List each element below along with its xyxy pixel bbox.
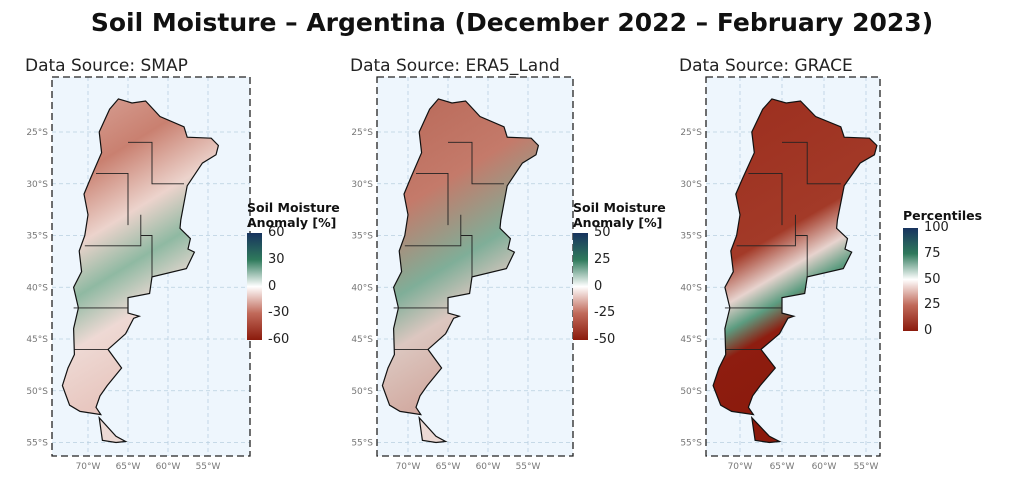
legend-title: Anomaly [%] [247, 215, 337, 230]
lat-tick-label: 50°S [26, 387, 48, 397]
colorbar-label: 75 [924, 245, 941, 261]
legend-title: Percentiles [903, 208, 983, 223]
province-border [795, 235, 808, 277]
map-panel-grace: 70°W 65°W 60°W 55°W 25°S 30°S 35°S 40°S 45°S 50°S… [680, 76, 881, 472]
lat-tick-label: 40°S [680, 283, 702, 293]
legend-title: Soil Moisture [247, 200, 340, 215]
panel-title-smap: Data Source: SMAP [25, 56, 188, 76]
lat-tick-label: 30°S [680, 180, 702, 190]
colorbar-label: -60 [268, 332, 290, 347]
colorbar-label: -25 [594, 305, 616, 321]
lat-tick-label: 45°S [680, 335, 702, 345]
legend-title: Soil Moisture [573, 200, 666, 215]
province-border [416, 172, 449, 226]
colorbar-label: 0 [268, 278, 277, 294]
colorbar-label: 50 [594, 225, 611, 240]
lat-tick-label: 40°S [351, 283, 373, 293]
lon-tick-label: 70°W [76, 462, 101, 472]
lat-tick-label: 55°S [26, 439, 48, 449]
legend-title: Anomaly [%] [573, 215, 663, 230]
figure-title: Soil Moisture – Argentina (December 2022… [90, 8, 934, 37]
lat-tick-label: 50°S [680, 387, 702, 397]
lat-tick-label: 25°S [680, 128, 702, 138]
lon-tick-label: 60°W [476, 462, 501, 472]
province-border [128, 141, 184, 185]
colorbar-label: 100 [924, 220, 949, 235]
lat-tick-label: 45°S [351, 335, 373, 345]
legend-smap: Soil Moisture Anomaly [%] [247, 200, 340, 230]
colorbar [903, 228, 918, 331]
lat-tick-label: 40°S [26, 283, 48, 293]
colorbar-label: 0 [924, 323, 933, 338]
tierra-del-fuego-shape [750, 415, 782, 444]
province-border [748, 172, 783, 226]
tierra-del-fuego-shape [418, 415, 448, 444]
province-border [84, 214, 142, 247]
colorbar-label: 50 [924, 271, 941, 287]
colorbar-label: -30 [268, 305, 290, 321]
colorbar [247, 233, 262, 340]
map-frame [705, 76, 881, 457]
lon-tick-label: 60°W [156, 462, 181, 472]
lon-tick-label: 60°W [812, 462, 837, 472]
legend-era5: Soil Moisture Anomaly [%] [573, 200, 666, 230]
colorbar-label: 60 [268, 225, 285, 240]
colorbar-label: 30 [268, 251, 285, 267]
lon-tick-label: 55°W [196, 462, 221, 472]
province-border [782, 141, 841, 185]
province-border [448, 141, 504, 185]
lat-tick-label: 30°S [26, 180, 48, 190]
colorbar-label: 25 [924, 297, 941, 313]
colorbar-label: 0 [594, 278, 603, 294]
colorbar-label: -50 [594, 332, 616, 347]
panel-title-era5: Data Source: ERA5_Land [350, 56, 560, 76]
lat-tick-label: 30°S [351, 180, 373, 190]
panel-title-grace: Data Source: GRACE [679, 56, 853, 76]
tierra-del-fuego-shape [98, 415, 128, 444]
province-border [404, 214, 462, 247]
lon-tick-label: 65°W [116, 462, 141, 472]
lat-tick-label: 25°S [26, 128, 48, 138]
lat-tick-label: 55°S [680, 439, 702, 449]
province-border [96, 172, 129, 226]
lat-tick-label: 50°S [351, 387, 373, 397]
lat-tick-label: 45°S [26, 335, 48, 345]
lat-tick-label: 25°S [351, 128, 373, 138]
lon-tick-label: 65°W [770, 462, 795, 472]
argentina-shape [381, 98, 540, 416]
map-panel-era5: 70°W 65°W 60°W 55°W 25°S 30°S 35°S 40°S 45°S 50°S… [351, 76, 574, 472]
province-border [736, 214, 796, 247]
lat-tick-label: 35°S [351, 232, 373, 242]
colorbar [573, 233, 588, 340]
lat-tick-label: 35°S [26, 232, 48, 242]
lon-tick-label: 65°W [436, 462, 461, 472]
lon-tick-label: 55°W [516, 462, 541, 472]
argentina-shape [712, 98, 878, 416]
province-border [460, 235, 473, 277]
lon-tick-label: 70°W [728, 462, 753, 472]
province-border [140, 235, 153, 277]
colorbar-label: 25 [594, 251, 611, 267]
lon-tick-label: 70°W [396, 462, 421, 472]
map-panel-smap: 70°W 65°W 60°W 55°W 25°S 30°S 35°S 40°S 45°S 50°S… [26, 76, 251, 472]
lat-tick-label: 35°S [680, 232, 702, 242]
legend-grace: Percentiles [903, 208, 982, 223]
lon-tick-label: 55°W [854, 462, 879, 472]
lat-tick-label: 55°S [351, 439, 373, 449]
argentina-shape [61, 98, 220, 416]
